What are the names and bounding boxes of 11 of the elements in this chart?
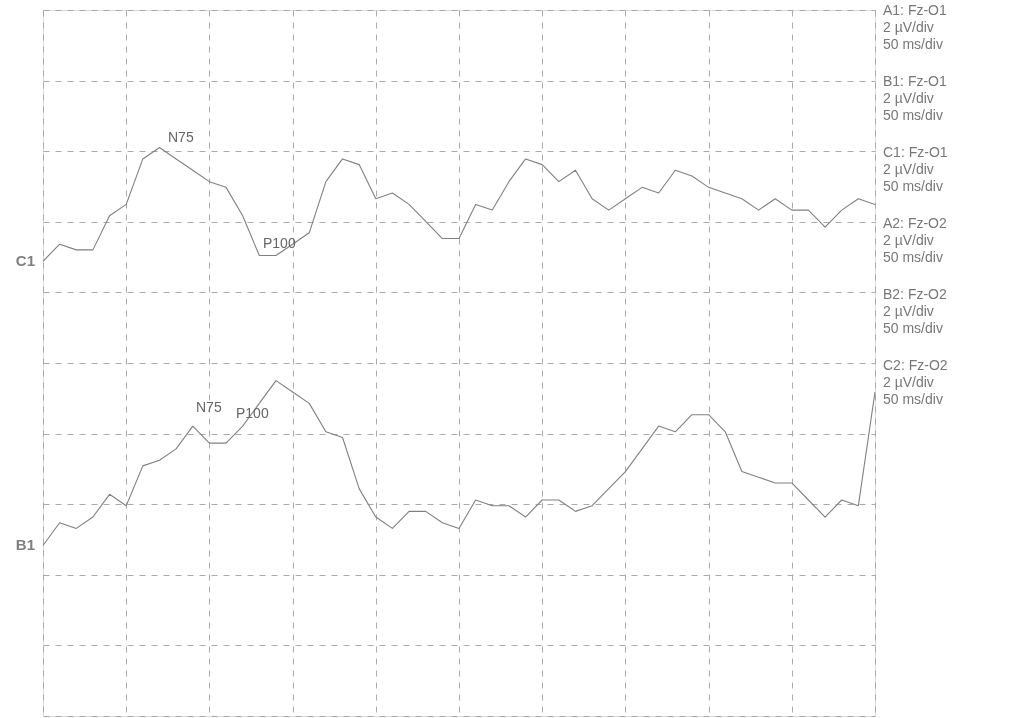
series-label: B1 (15, 536, 35, 554)
text: B1: Fz-O1 2 µV/div 50 ms/div (883, 73, 948, 123)
annotation: N75 (196, 399, 222, 415)
text: A1: Fz-O1 2 µV/div 50 ms/div (883, 2, 948, 52)
text: C1: Fz-O1 2 µV/div 50 ms/div (883, 144, 948, 194)
annotation: P100 (263, 235, 296, 251)
series-label: C1 (15, 252, 35, 270)
text: A2: Fz-O2 2 µV/div 50 ms/div (883, 215, 948, 265)
text: C2: Fz-O2 2 µV/div 50 ms/div (883, 357, 948, 407)
text: B2: Fz-O2 2 µV/div 50 ms/div (883, 286, 948, 336)
text: N75 (168, 129, 194, 145)
